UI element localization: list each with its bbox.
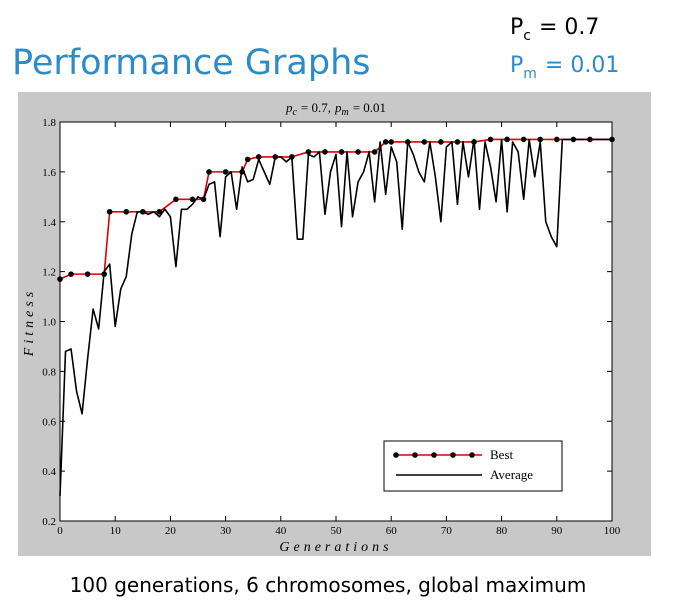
y-tick-label: 0.6 [42,416,56,428]
series-marker [305,149,312,155]
series-marker [68,271,74,277]
legend-label: Average [490,467,533,482]
caption: 100 generations, 6 chromosomes, global m… [70,573,587,597]
series-marker [123,208,130,215]
x-tick-label: 60 [386,525,398,537]
y-tick-label: 0.8 [42,366,56,378]
parameter-subscript: m [523,66,537,82]
y-tick-label: 0.2 [42,516,56,528]
y-tick-label: 1.8 [42,117,56,129]
y-tick-label: 0.4 [42,466,56,478]
series-marker [371,149,378,155]
chart-title-part: = 0.01 [353,100,386,115]
series-marker [244,156,251,163]
chart-title: pc = 0.7, pm = 0.01 [285,100,386,118]
series-marker [106,208,113,215]
x-axis-label: Generations [279,540,392,555]
x-tick-label: 10 [110,525,122,537]
parameter-value: = 0.7 [539,15,599,40]
legend-marker [450,452,456,458]
legend-label: Best [490,447,514,462]
parameter-symbol: P [510,53,523,78]
x-tick-label: 0 [57,525,63,537]
x-tick-label: 50 [331,525,343,537]
series-marker [520,136,527,143]
x-tick-label: 30 [220,525,232,537]
x-tick-label: 20 [165,525,177,537]
series-marker [438,139,444,145]
series-marker [355,149,361,155]
legend: Best Average [383,440,563,492]
x-tick-label: 100 [604,525,621,537]
series-marker [222,169,229,175]
series-marker [156,208,163,215]
x-tick-label: 70 [441,525,453,537]
legend-marker [431,452,437,458]
parameter-subscript: c [523,28,531,44]
series-line [59,138,612,497]
y-tick-label: 1.6 [42,167,56,179]
chart-title-part: p [285,100,293,115]
series-marker [487,136,494,143]
series-marker [504,136,510,143]
x-tick-label: 90 [551,525,563,537]
legend-box [383,440,563,492]
parameter-symbol: P [510,15,523,40]
series-marker [57,276,63,282]
parameter-value: = 0.01 [545,53,619,78]
slide-title: Performance Graphs [12,43,371,83]
series-marker [206,169,212,175]
chart-title-part: c [292,107,297,118]
series-marker [322,149,328,155]
series-marker [454,139,461,145]
series-marker [421,139,428,145]
x-tick-label: 80 [496,525,508,537]
chart-title-part: m [341,107,348,118]
series-marker [382,139,389,145]
series-marker [338,149,345,155]
chart-title-part: p [334,100,342,115]
series-marker [388,139,395,145]
series-marker [189,196,196,203]
x-tick-label: 40 [275,525,287,537]
parameter: Pm = 0.01 [510,53,619,82]
y-tick-label: 1.4 [42,217,56,229]
legend-marker [412,452,418,458]
series-marker [537,136,544,143]
legend-marker [469,452,475,458]
parameters: Pc = 0.7 Pm = 0.01 [510,15,619,82]
legend-marker [393,452,399,458]
parameter: Pc = 0.7 [510,15,599,44]
y-tick-label: 1.0 [42,317,56,329]
chart-title-part: = 0.7, [301,100,331,115]
y-tick-label: 1.2 [42,267,56,279]
chart: pc = 0.7, pm = 0.010 10 20 30 40 50 60 70 80 90 1000.… [22,100,621,555]
series-marker [255,154,262,160]
series-marker [84,271,91,277]
series-marker [554,136,560,143]
y-axis-label: Fitness [22,288,37,357]
series-marker [173,196,179,203]
